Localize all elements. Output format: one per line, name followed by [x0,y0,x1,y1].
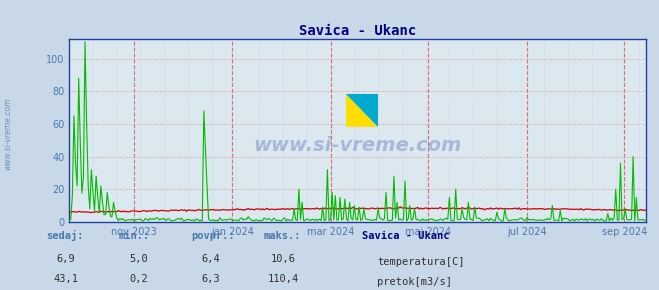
Text: 6,3: 6,3 [202,274,220,284]
Text: Savica - Ukanc: Savica - Ukanc [362,231,450,241]
Text: 0,2: 0,2 [129,274,148,284]
Polygon shape [346,94,378,127]
Text: pretok[m3/s]: pretok[m3/s] [377,277,452,287]
Text: sedaj:: sedaj: [46,230,84,241]
Title: Savica - Ukanc: Savica - Ukanc [299,24,416,38]
Text: 10,6: 10,6 [271,254,296,264]
Text: www.si-vreme.com: www.si-vreme.com [3,97,13,170]
Text: maks.:: maks.: [264,231,301,241]
Text: www.si-vreme.com: www.si-vreme.com [253,136,462,155]
Text: 5,0: 5,0 [129,254,148,264]
Polygon shape [346,94,378,127]
Text: temperatura[C]: temperatura[C] [377,258,465,267]
Text: povpr.:: povpr.: [191,231,235,241]
Text: 6,4: 6,4 [202,254,220,264]
Text: min.:: min.: [119,231,150,241]
Text: 43,1: 43,1 [53,274,78,284]
Text: 110,4: 110,4 [268,274,299,284]
Text: 6,9: 6,9 [57,254,75,264]
